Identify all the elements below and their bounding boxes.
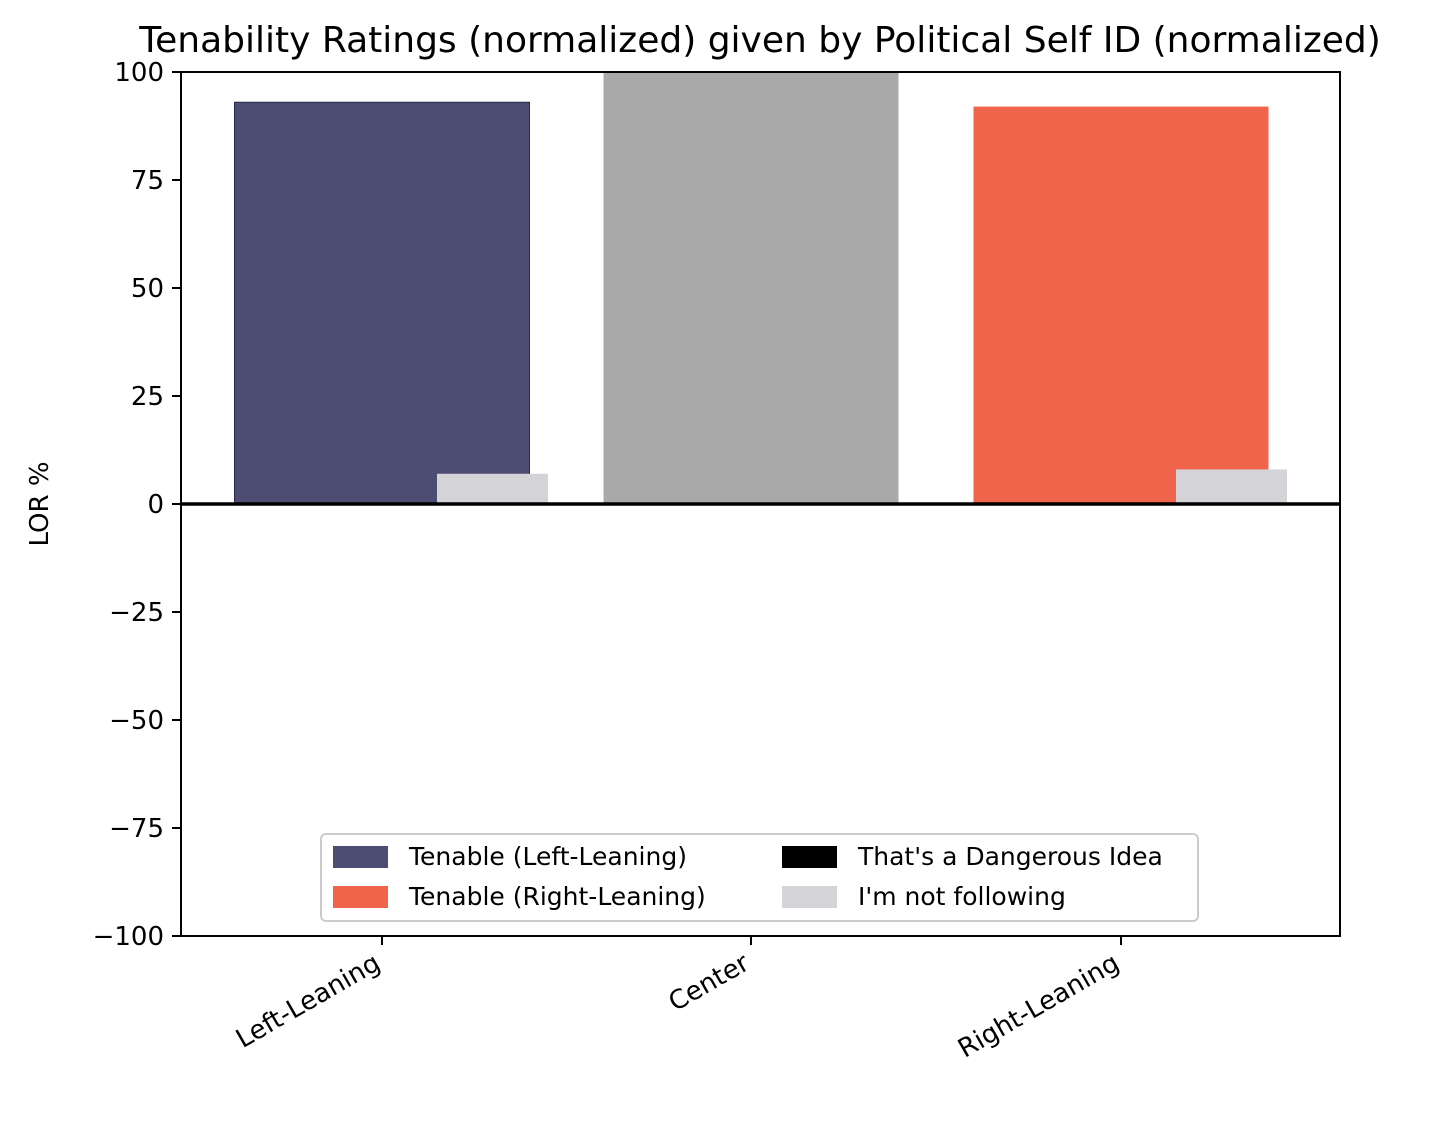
- y-tick-label: 25: [131, 382, 164, 412]
- y-tick-label: 0: [147, 490, 164, 520]
- bars-layer: [234, 72, 1287, 505]
- legend-label: That's a Dangerous Idea: [857, 842, 1163, 871]
- bar-left-leaning-not-following: [437, 473, 548, 504]
- legend-swatch: [782, 886, 837, 908]
- legend-label: I'm not following: [858, 882, 1066, 911]
- legend-swatch: [782, 846, 837, 868]
- y-tick-label: −25: [109, 598, 164, 628]
- x-tick-label: Right-Leaning: [953, 948, 1124, 1064]
- x-tick-label: Center: [664, 948, 755, 1018]
- bar-right-leaning-tenable: [973, 106, 1269, 504]
- bar-right-leaning-not-following: [1176, 469, 1287, 504]
- legend: Tenable (Left-Leaning) That's a Dangerous…: [320, 833, 1199, 922]
- x-tick-label: Left-Leaning: [231, 948, 385, 1054]
- y-tick-label: −75: [109, 814, 164, 844]
- y-tick-label: 100: [114, 58, 164, 88]
- y-tick-label: 50: [131, 274, 164, 304]
- y-tick-label: −100: [93, 922, 164, 952]
- chart-title: Tenability Ratings (normalized) given by…: [138, 20, 1381, 61]
- y-tick-label: 75: [131, 166, 164, 196]
- y-axis-label: LOR %: [25, 461, 55, 546]
- bar-center-tenable: [603, 72, 899, 504]
- bar-left-leaning-tenable: [234, 101, 530, 505]
- legend-frame: [320, 833, 1199, 922]
- legend-swatch: [333, 846, 388, 868]
- legend-swatch: [333, 886, 388, 908]
- legend-label: Tenable (Left-Leaning): [408, 842, 687, 871]
- y-tick-label: −50: [109, 706, 164, 736]
- legend-label: Tenable (Right-Leaning): [408, 882, 706, 911]
